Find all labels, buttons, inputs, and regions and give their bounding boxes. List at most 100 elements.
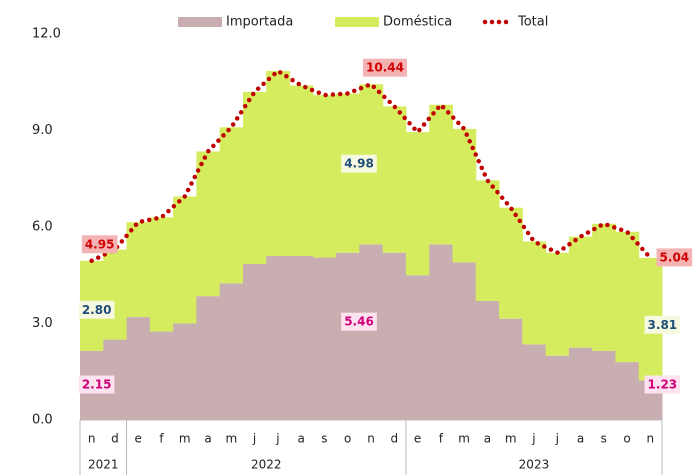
legend-swatch (335, 17, 379, 27)
importada-step (499, 318, 523, 420)
data-label: 3.81 (644, 315, 681, 334)
data-label-text: 2.15 (82, 378, 112, 392)
x-tick-label: o (623, 432, 630, 446)
domestica-step (196, 151, 221, 297)
x-tick-label: s (321, 432, 327, 446)
domestica-step (103, 249, 128, 340)
domestica-step (242, 91, 267, 264)
data-label-text: 3.81 (648, 318, 678, 332)
domestica-step (149, 217, 174, 332)
x-tick-label: m (179, 432, 191, 446)
y-tick-label: 9.0 (32, 123, 53, 138)
x-tick-label: m (225, 432, 237, 446)
importada-step (266, 255, 291, 420)
x-tick-label: n (88, 432, 96, 446)
x-tick-label: e (414, 432, 421, 446)
importada-step (196, 296, 221, 420)
data-label-text: 2.80 (82, 303, 112, 317)
legend-label: Doméstica (383, 15, 452, 30)
x-tick-label: a (577, 432, 584, 446)
domestica-step (312, 95, 337, 258)
year-label: 2022 (251, 458, 282, 472)
x-tick-label: a (484, 432, 491, 446)
importada-step (312, 257, 337, 420)
domestica-step (266, 70, 291, 256)
legend-label: Importada (226, 15, 293, 30)
x-tick-label: j (275, 432, 279, 446)
x-tick-label: d (111, 432, 119, 446)
importada-step (173, 323, 197, 420)
domestica-step (173, 196, 197, 324)
total-line (89, 68, 653, 264)
data-label: 1.23 (644, 375, 681, 394)
legend-label: Total (517, 15, 548, 30)
data-label: 2.80 (78, 300, 115, 319)
importada-step (219, 283, 244, 420)
importada-step (359, 244, 384, 420)
data-label: 2.15 (78, 375, 115, 394)
importada-step (336, 252, 360, 420)
data-label-text: 5.46 (344, 315, 374, 329)
x-tick-label: m (505, 432, 517, 446)
data-label-text: 4.98 (344, 157, 374, 171)
importada-step (615, 362, 640, 420)
importada-step (429, 244, 453, 420)
data-label-text: 1.23 (648, 378, 678, 392)
y-tick-label: 12.0 (32, 27, 61, 42)
importada-step (126, 317, 151, 420)
y-tick-label: 3.0 (32, 316, 53, 331)
x-tick-label: j (252, 432, 256, 446)
x-tick-label: m (458, 432, 470, 446)
data-label-bg (78, 300, 115, 319)
data-label-text: 10.44 (366, 61, 404, 75)
x-tick-label: s (601, 432, 607, 446)
domestica-step (289, 85, 314, 256)
importada-step (405, 275, 430, 420)
y-tick-label: 6.0 (32, 220, 53, 235)
domestica-step (615, 231, 640, 363)
importada-step (149, 331, 174, 420)
x-tick-label: d (390, 432, 398, 446)
importada-step (592, 350, 616, 420)
x-tick-label: o (344, 432, 351, 446)
importada-step (475, 300, 500, 420)
importada-step (103, 339, 128, 420)
domestica-step (592, 223, 616, 351)
domestica-step (382, 106, 407, 253)
x-tick-label: f (159, 432, 164, 446)
data-label: 4.98 (341, 154, 377, 173)
importada-step (382, 252, 407, 420)
data-label: 5.04 (656, 248, 693, 267)
legend-swatch (178, 17, 222, 27)
x-tick-label: e (135, 432, 142, 446)
data-label-bg (341, 154, 377, 173)
data-label: 10.44 (363, 58, 407, 77)
domestica-step (405, 132, 430, 276)
importada-step (545, 355, 570, 420)
x-tick-label: n (367, 432, 375, 446)
x-tick-label: a (297, 432, 304, 446)
domestica-step (475, 180, 500, 301)
domestica-step (336, 93, 360, 253)
importada-step (568, 347, 593, 420)
x-tick-label: n (647, 432, 655, 446)
data-label-bg (644, 315, 681, 334)
data-label-bg (341, 312, 377, 331)
domestica-step (522, 241, 547, 345)
domestica-step (126, 222, 151, 318)
x-tick-label: j (555, 432, 559, 446)
data-label: 4.95 (81, 235, 118, 254)
year-label: 2023 (519, 458, 550, 472)
x-tick-label: f (439, 432, 444, 446)
domestica-step (568, 236, 593, 348)
y-tick-label: 0.0 (32, 413, 53, 428)
importada-step (522, 344, 547, 420)
importada-step (452, 262, 477, 420)
x-tick-label: a (204, 432, 211, 446)
domestica-step (429, 104, 453, 245)
data-label-bg (644, 375, 681, 394)
data-label-bg (363, 58, 407, 77)
data-label: 5.46 (341, 312, 377, 331)
data-label-bg (78, 375, 115, 394)
